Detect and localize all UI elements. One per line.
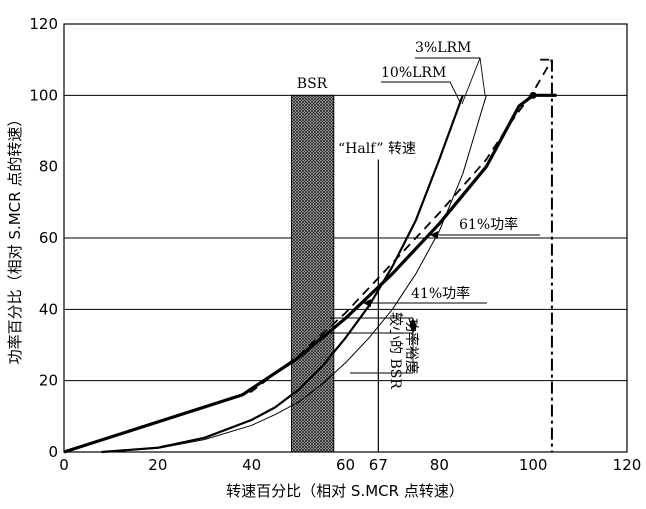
y-tick-label-60: 60 [39,229,58,247]
lrm3-leader-b [461,57,481,105]
small-bsr-label: 较小的 BSR [387,312,403,389]
bsr-band [291,94,335,453]
x-tick-label-0: 0 [59,456,69,474]
lrm10-leader [381,81,461,103]
power61-label: 61%功率 [459,216,518,233]
x-tick-label-80: 80 [430,456,449,474]
bsr-band-layer [291,94,335,453]
y-tick-label-20: 20 [39,372,58,390]
series-line-2 [101,95,487,453]
power41-arrow [363,299,371,307]
y-tick-label-40: 40 [39,300,58,318]
power41-label: 41%功率 [411,285,470,302]
x-tick-label-40: 40 [242,456,261,474]
y-tick-label-120: 120 [29,15,58,33]
power61-arrow [430,231,438,239]
series-line-0 [63,93,557,454]
series-line-3 [63,59,553,453]
y-tick-label-0: 0 [48,443,58,461]
series-layer [63,58,557,454]
lrm10-label: 10%LRM [381,65,446,81]
annotation-layer [330,57,540,374]
bsr-band-label: BSR [297,76,328,92]
y-tick-label-100: 100 [29,86,58,104]
x-tick-label-20: 20 [148,456,167,474]
x-axis-title: 转速百分比（相对 S.MCR 点转速） [226,482,464,500]
tick-layer: 0 20 40 60 67 80 100 120 0 20 40 60 80 100 120 [29,15,641,474]
x-tick-label-67: 67 [369,456,388,474]
y-axis-title: 功率百分比（相对 S.MCR 点的转速） [6,112,24,365]
y-tick-label-80: 80 [39,158,58,176]
x-tick-label-120: 120 [613,456,642,474]
x-tick-label-100: 100 [519,456,548,474]
plot-frame [63,23,628,453]
series-line-1 [101,94,464,454]
mcr-point [529,91,537,99]
half-speed-label: “Half” 转速 [338,141,416,157]
power-margin-label: 功率裕度 [403,318,420,374]
x-tick-label-60: 60 [336,456,355,474]
lrm3-label: 3%LRM [415,40,471,56]
